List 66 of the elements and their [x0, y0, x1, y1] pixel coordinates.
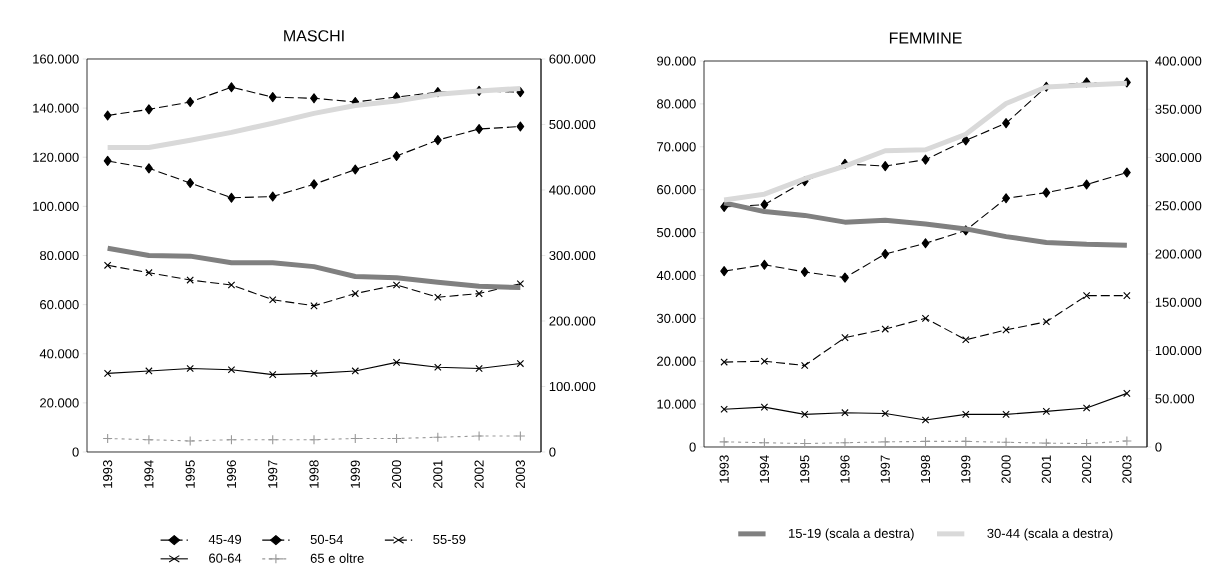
y2-tick-label: 100.000: [1155, 345, 1202, 356]
x-tick-label: 2002: [474, 460, 484, 489]
legend-label: 55-59: [433, 534, 466, 544]
chart-title: FEMMINE: [889, 32, 962, 44]
x-tick-label: 1997: [268, 460, 278, 488]
x-tick-label: 2001: [433, 460, 443, 489]
x-tick-label: 2003: [1122, 455, 1132, 484]
y2-tick-label: 300.000: [1155, 152, 1202, 163]
legend-label: 30-44 (scala a destra): [987, 528, 1113, 541]
x-tick-label: 1995: [800, 455, 810, 483]
y-tick-label: 40.000: [656, 270, 696, 281]
legend-label: 45-49: [208, 534, 242, 544]
y2-tick-label: 0: [1155, 442, 1162, 452]
y-tick-label: 120.000: [33, 152, 79, 162]
x-tick-label: 1994: [759, 455, 770, 483]
y2-tick-label: 200.000: [1155, 249, 1202, 259]
y2-tick-label: 150.000: [1155, 297, 1202, 307]
y-tick-label: 0: [689, 442, 696, 452]
y-tick-label: 90.000: [657, 56, 696, 66]
y2-tick-label: 400.000: [549, 185, 596, 195]
legend-label: 65 e oltre: [310, 553, 364, 563]
x-tick-label: 1993: [719, 455, 729, 483]
y-tick-label: 70.000: [657, 142, 696, 152]
legend-label: 60-64: [209, 553, 242, 563]
x-tick-label: 2002: [1082, 455, 1092, 484]
x-tick-label: 1999: [961, 455, 971, 483]
x-tick-label: 1997: [880, 455, 890, 483]
y-tick-label: 60.000: [40, 300, 79, 310]
x-tick-label: 2003: [515, 460, 525, 489]
legend-label: 50-54: [310, 534, 343, 544]
y-tick-label: 20.000: [40, 398, 79, 408]
y-tick-label: 0: [72, 447, 79, 457]
y2-tick-label: 600.000: [549, 54, 596, 64]
y-tick-label: 20.000: [657, 356, 696, 366]
y2-tick-label: 50.000: [1155, 394, 1195, 404]
y-tick-label: 10.000: [657, 399, 696, 409]
x-tick-label: 1994: [144, 460, 154, 488]
y2-tick-label: 250.000: [1155, 201, 1202, 211]
y-tick-label: 50.000: [656, 227, 696, 238]
x-tick-label: 1998: [309, 460, 319, 488]
chart-title: MASCHI: [284, 30, 344, 42]
x-tick-label: 1996: [840, 455, 850, 483]
y2-tick-label: 0: [549, 447, 556, 457]
y-tick-label: 80.000: [40, 250, 79, 261]
y-tick-label: 100.000: [33, 201, 79, 211]
x-tick-label: 1993: [103, 460, 113, 488]
legend-label: 15-19 (scala a destra): [789, 528, 914, 541]
x-tick-label: 2000: [1001, 455, 1011, 484]
y-tick-label: 160.000: [33, 54, 79, 64]
y2-tick-label: 100.000: [549, 381, 596, 392]
x-tick-label: 1996: [226, 460, 237, 488]
x-tick-label: 2000: [391, 460, 402, 489]
y-tick-label: 30.000: [656, 313, 696, 323]
y2-tick-label: 400.000: [1155, 56, 1202, 66]
x-tick-label: 1995: [185, 460, 195, 488]
x-tick-label: 1999: [350, 460, 360, 488]
y2-tick-label: 200.000: [549, 316, 596, 326]
y-tick-label: 140.000: [33, 103, 79, 113]
y-tick-label: 40.000: [39, 349, 79, 359]
y2-tick-label: 350.000: [1155, 104, 1202, 114]
y2-tick-label: 500.000: [549, 119, 596, 130]
x-tick-label: 2001: [1041, 455, 1051, 484]
y2-tick-label: 300.000: [549, 250, 596, 261]
y-tick-label: 80.000: [657, 99, 696, 109]
x-tick-label: 1998: [920, 455, 931, 483]
y-tick-label: 60.000: [657, 185, 696, 195]
